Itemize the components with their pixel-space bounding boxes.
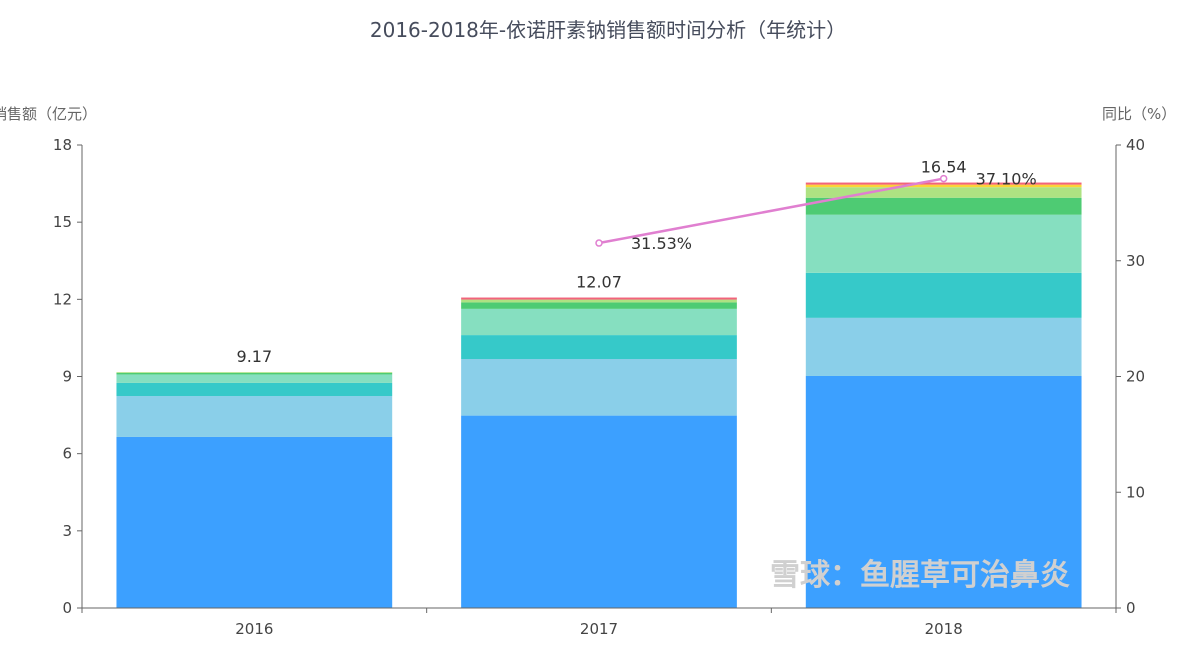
y2-tick-label: 40 [1126, 136, 1145, 154]
bar-segment [461, 297, 737, 300]
growth-line [598, 177, 944, 245]
bar-total-label: 16.54 [921, 158, 967, 177]
x-tick-label: 2016 [235, 620, 273, 638]
y-tick-label: 9 [62, 368, 72, 386]
bar-segment [805, 317, 1082, 376]
bar-segment [805, 187, 1082, 198]
bar-segment [805, 214, 1082, 273]
x-tick-label: 2017 [580, 620, 618, 638]
bar-segment [461, 302, 737, 309]
bar-segment [805, 272, 1082, 318]
watermark: 雪球：鱼腥草可治鼻炎 [770, 558, 1070, 593]
bar-segment [116, 372, 393, 373]
bar-segment [116, 372, 393, 375]
bar-segment [805, 197, 1082, 215]
bar-total-label: 12.07 [576, 273, 622, 292]
growth-label: 31.53% [631, 234, 692, 253]
bar-segment [805, 182, 1082, 185]
y-tick-label: 18 [53, 136, 72, 154]
bar-segment [805, 375, 1082, 608]
y-tick-label: 3 [62, 522, 72, 540]
y2-tick-label: 20 [1126, 368, 1145, 386]
chart-title: 2016-2018年-依诺肝素钠销售额时间分析（年统计） [370, 18, 846, 42]
growth-label: 37.10% [976, 170, 1037, 189]
y2-tick-label: 10 [1126, 483, 1145, 501]
y-tick-label: 12 [53, 290, 72, 308]
x-tick-label: 2018 [925, 620, 963, 638]
y2-tick-label: 30 [1126, 252, 1145, 270]
bar-segment [461, 415, 737, 608]
y-axis-label: 销售额（亿元） [0, 105, 97, 123]
bar-total-label: 9.17 [237, 347, 273, 366]
growth-point [595, 239, 603, 247]
bar-segment [461, 308, 737, 336]
bar-segment [461, 299, 737, 303]
y2-axis-label: 同比（%） [1102, 105, 1176, 123]
bar-segment [116, 382, 393, 397]
y-tick-label: 0 [62, 599, 72, 617]
y-tick-label: 6 [62, 445, 72, 463]
bar-segment [461, 359, 737, 416]
bar-segment [116, 436, 393, 608]
bar-segment [805, 184, 1082, 188]
growth-point [939, 174, 948, 183]
bar-segment [116, 396, 393, 437]
y2-tick-label: 0 [1126, 599, 1136, 617]
bar-segment [461, 335, 737, 360]
bar-segment [116, 374, 393, 383]
y-tick-label: 15 [53, 213, 72, 231]
